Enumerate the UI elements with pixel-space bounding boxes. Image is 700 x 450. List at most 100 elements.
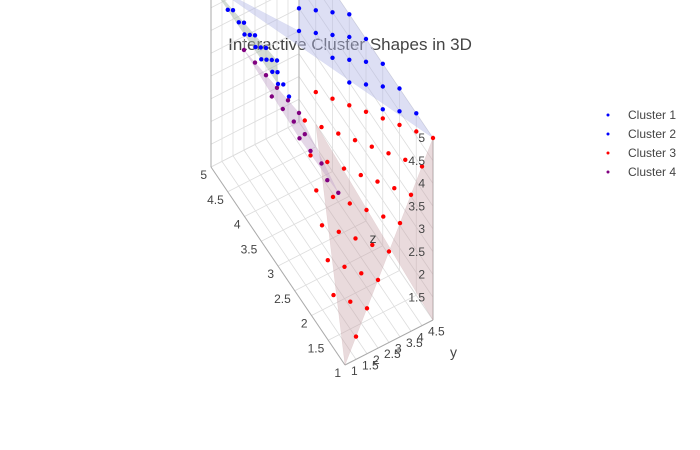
data-point[interactable] — [325, 159, 330, 165]
data-point[interactable] — [302, 132, 307, 137]
data-point[interactable] — [241, 20, 247, 25]
data-point[interactable] — [336, 190, 341, 195]
data-point[interactable] — [313, 8, 318, 13]
data-point[interactable] — [296, 6, 302, 11]
data-point[interactable] — [286, 94, 292, 99]
data-point[interactable] — [347, 80, 352, 85]
data-point[interactable] — [414, 111, 419, 116]
data-point[interactable] — [397, 122, 402, 128]
data-point[interactable] — [347, 12, 352, 17]
data-point[interactable] — [302, 118, 307, 123]
data-point[interactable] — [280, 106, 285, 112]
data-point[interactable] — [359, 271, 364, 276]
data-point[interactable] — [241, 47, 247, 53]
data-point[interactable] — [397, 109, 402, 114]
data-point[interactable] — [230, 8, 236, 13]
data-point[interactable] — [397, 220, 403, 226]
data-point[interactable] — [353, 236, 358, 241]
data-point[interactable] — [419, 164, 425, 169]
data-point[interactable] — [381, 214, 386, 219]
data-point[interactable] — [259, 57, 264, 62]
data-point[interactable] — [263, 45, 269, 51]
legend[interactable]: Cluster 1 Cluster 2 Cluster 3 Cluster 4 — [606, 108, 677, 179]
data-point[interactable] — [430, 135, 436, 141]
data-point[interactable] — [270, 69, 275, 75]
data-point[interactable] — [330, 55, 335, 60]
data-point[interactable] — [285, 98, 291, 103]
data-point[interactable] — [341, 166, 347, 171]
data-point[interactable] — [392, 186, 397, 191]
data-point[interactable] — [336, 131, 341, 136]
data-point[interactable] — [347, 34, 352, 40]
data-point[interactable] — [314, 188, 319, 193]
data-point[interactable] — [348, 299, 353, 304]
data-point[interactable] — [363, 36, 369, 42]
data-point[interactable] — [281, 82, 286, 87]
data-point[interactable] — [380, 107, 385, 112]
data-point[interactable] — [274, 85, 280, 91]
data-point[interactable] — [274, 58, 280, 63]
data-point[interactable] — [330, 32, 335, 38]
data-point[interactable] — [313, 30, 318, 36]
data-point[interactable] — [319, 124, 324, 130]
data-point[interactable] — [325, 258, 330, 263]
data-point[interactable] — [247, 32, 252, 38]
data-point[interactable] — [252, 33, 258, 38]
data-point[interactable] — [363, 59, 369, 64]
data-point[interactable] — [297, 136, 302, 141]
data-point[interactable] — [275, 81, 281, 87]
legend-item[interactable]: Cluster 4 — [606, 165, 677, 179]
data-point[interactable] — [296, 110, 302, 116]
data-point[interactable] — [291, 119, 296, 124]
data-point[interactable] — [347, 103, 352, 108]
data-point[interactable] — [319, 161, 324, 166]
data-point[interactable] — [414, 129, 419, 134]
data-point[interactable] — [252, 60, 258, 65]
data-point[interactable] — [386, 249, 392, 254]
data-point[interactable] — [336, 229, 341, 234]
data-point[interactable] — [380, 84, 385, 89]
data-point[interactable] — [296, 28, 302, 34]
data-point[interactable] — [330, 194, 336, 200]
data-point[interactable] — [369, 144, 374, 149]
data-point[interactable] — [325, 178, 330, 183]
data-point[interactable] — [408, 192, 414, 197]
legend-item[interactable]: Cluster 3 — [606, 146, 677, 160]
data-point[interactable] — [364, 207, 369, 213]
data-point[interactable] — [330, 10, 335, 15]
data-point[interactable] — [263, 73, 269, 78]
data-point[interactable] — [308, 148, 313, 154]
data-point[interactable] — [386, 151, 391, 156]
data-point[interactable] — [380, 61, 385, 66]
data-point[interactable] — [353, 334, 359, 339]
data-point[interactable] — [253, 44, 258, 50]
data-point[interactable] — [380, 116, 385, 121]
data-point[interactable] — [364, 306, 370, 311]
data-point[interactable] — [308, 153, 313, 158]
data-point[interactable] — [358, 172, 363, 178]
data-point[interactable] — [242, 32, 247, 37]
data-point[interactable] — [319, 223, 325, 228]
data-point[interactable] — [342, 264, 347, 269]
data-point[interactable] — [363, 82, 369, 87]
data-point[interactable] — [264, 57, 269, 62]
data-point[interactable] — [330, 96, 335, 101]
data-point[interactable] — [225, 7, 230, 12]
data-point[interactable] — [258, 45, 263, 50]
data-point[interactable] — [236, 20, 241, 25]
legend-item[interactable]: Cluster 1 — [606, 108, 677, 122]
legend-item[interactable]: Cluster 2 — [606, 127, 677, 141]
data-point[interactable] — [269, 57, 274, 63]
data-point[interactable] — [363, 109, 369, 115]
data-point[interactable] — [397, 86, 402, 91]
data-point[interactable] — [313, 89, 318, 95]
data-point[interactable] — [331, 292, 336, 298]
data-point[interactable] — [352, 138, 358, 143]
data-point[interactable] — [403, 157, 408, 162]
data-point[interactable] — [347, 57, 352, 62]
data-point[interactable] — [269, 94, 274, 99]
data-point[interactable] — [275, 70, 280, 75]
data-point[interactable] — [375, 179, 380, 184]
data-point[interactable] — [347, 201, 352, 206]
